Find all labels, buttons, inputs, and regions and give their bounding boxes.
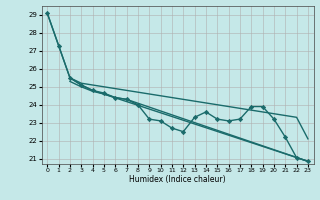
X-axis label: Humidex (Indice chaleur): Humidex (Indice chaleur)	[129, 175, 226, 184]
